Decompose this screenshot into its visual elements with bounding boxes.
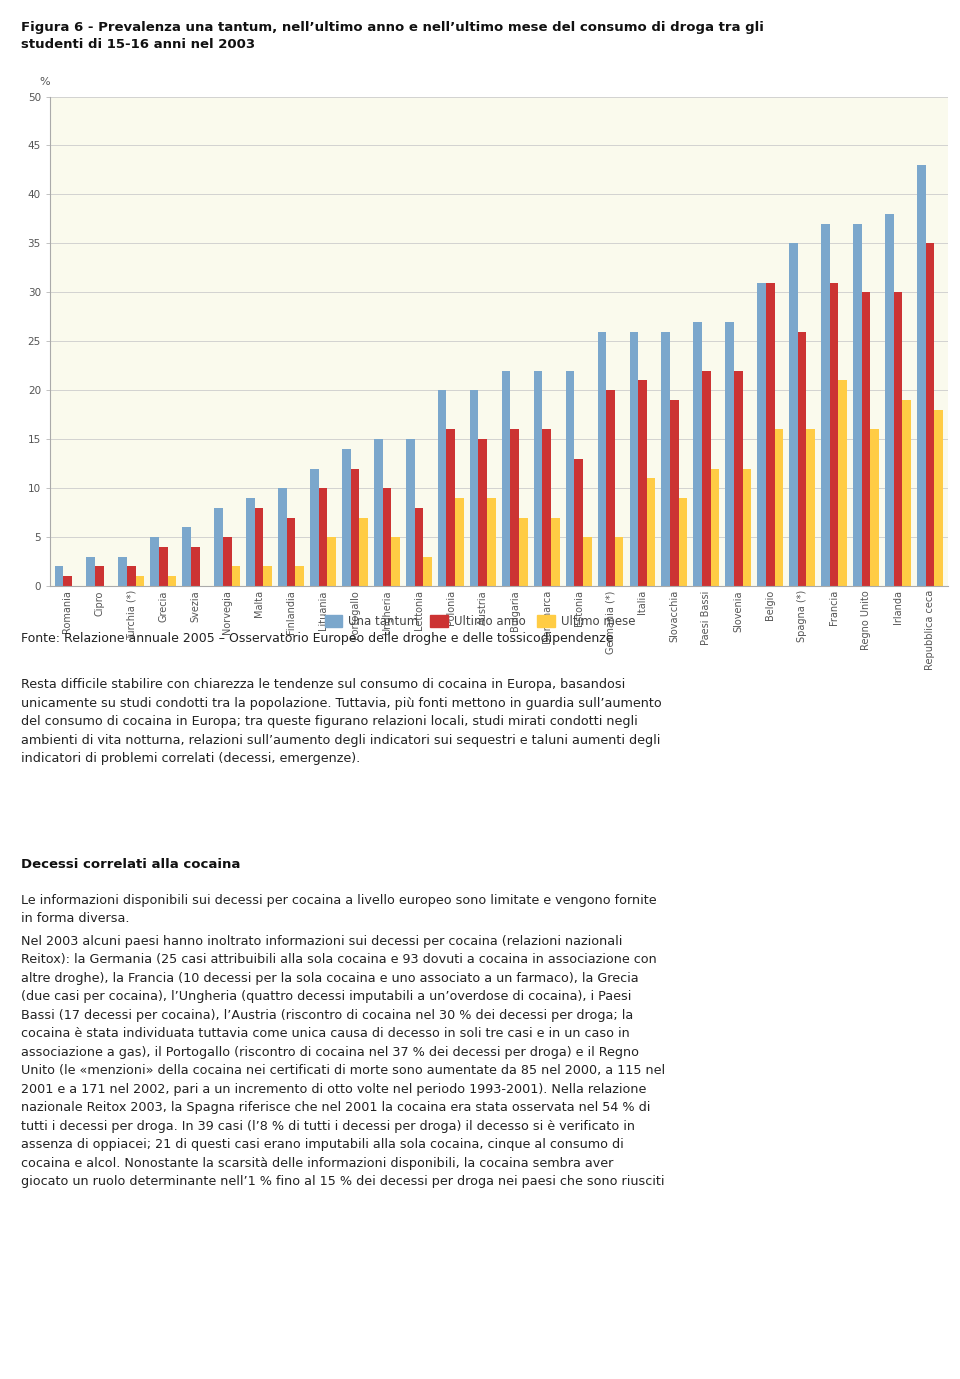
Bar bbox=[127, 567, 135, 586]
Bar bbox=[606, 390, 614, 586]
Bar bbox=[469, 390, 478, 586]
Bar bbox=[702, 371, 710, 586]
Bar bbox=[551, 517, 560, 586]
Bar bbox=[415, 507, 423, 586]
Bar bbox=[638, 381, 647, 586]
Bar bbox=[159, 547, 168, 586]
Bar bbox=[392, 536, 400, 586]
Bar bbox=[55, 567, 63, 586]
Text: Fonte: Relazione annuale 2005 – Osservatorio Europeo delle droghe e delle tossic: Fonte: Relazione annuale 2005 – Osservat… bbox=[21, 632, 613, 644]
Bar bbox=[542, 429, 551, 586]
Bar bbox=[934, 410, 943, 586]
Text: Figura 6 - Prevalenza una tantum, nell’ultimo anno e nell’ultimo mese del consum: Figura 6 - Prevalenza una tantum, nell’u… bbox=[21, 21, 764, 51]
Bar bbox=[296, 567, 304, 586]
Bar bbox=[423, 557, 432, 586]
Bar bbox=[278, 488, 287, 586]
Bar bbox=[455, 498, 464, 586]
Bar bbox=[182, 527, 191, 586]
Bar bbox=[766, 283, 775, 586]
Bar bbox=[726, 321, 734, 586]
Bar bbox=[806, 429, 815, 586]
Bar bbox=[342, 450, 350, 586]
Bar bbox=[191, 547, 200, 586]
Bar bbox=[438, 390, 446, 586]
Bar bbox=[287, 517, 296, 586]
Bar bbox=[246, 498, 254, 586]
Text: Le informazioni disponibili sui decessi per cocaina a livello europeo sono limit: Le informazioni disponibili sui decessi … bbox=[21, 894, 657, 925]
Text: Nel 2003 alcuni paesi hanno inoltrato informazioni sui decessi per cocaina (rela: Nel 2003 alcuni paesi hanno inoltrato in… bbox=[21, 935, 665, 1189]
Bar bbox=[679, 498, 687, 586]
Bar bbox=[917, 165, 925, 586]
Bar bbox=[693, 321, 702, 586]
Bar bbox=[902, 400, 911, 586]
Bar bbox=[871, 429, 879, 586]
Bar bbox=[862, 292, 871, 586]
Bar bbox=[231, 567, 240, 586]
Bar bbox=[775, 429, 783, 586]
Bar bbox=[310, 469, 319, 586]
Bar bbox=[630, 331, 638, 586]
Bar bbox=[511, 429, 519, 586]
Bar bbox=[710, 469, 719, 586]
Bar bbox=[647, 479, 656, 586]
Bar bbox=[534, 371, 542, 586]
Bar bbox=[319, 488, 327, 586]
Bar bbox=[446, 429, 455, 586]
Bar bbox=[670, 400, 679, 586]
Bar bbox=[95, 567, 104, 586]
Bar bbox=[254, 507, 263, 586]
Text: Resta difficile stabilire con chiarezza le tendenze sul consumo di cocaina in Eu: Resta difficile stabilire con chiarezza … bbox=[21, 678, 661, 765]
Bar bbox=[502, 371, 511, 586]
Text: Decessi correlati alla cocaina: Decessi correlati alla cocaina bbox=[21, 858, 241, 870]
Bar bbox=[118, 557, 127, 586]
Bar bbox=[757, 283, 766, 586]
Bar bbox=[214, 507, 223, 586]
Bar bbox=[925, 243, 934, 586]
Bar bbox=[135, 576, 144, 586]
Bar bbox=[487, 498, 495, 586]
Bar bbox=[614, 536, 623, 586]
Bar bbox=[789, 243, 798, 586]
Bar bbox=[565, 371, 574, 586]
Bar bbox=[821, 223, 829, 586]
Bar bbox=[86, 557, 95, 586]
Bar bbox=[374, 439, 383, 586]
Legend: Una tantum, Ultimo anno, Ultimo mese: Una tantum, Ultimo anno, Ultimo mese bbox=[320, 610, 640, 633]
Bar bbox=[223, 536, 231, 586]
Bar bbox=[168, 576, 177, 586]
Bar bbox=[798, 331, 806, 586]
Bar bbox=[734, 371, 743, 586]
Bar bbox=[661, 331, 670, 586]
Bar bbox=[894, 292, 902, 586]
Bar bbox=[885, 214, 894, 586]
Bar bbox=[263, 567, 272, 586]
Bar bbox=[853, 223, 862, 586]
Bar bbox=[829, 283, 838, 586]
Bar bbox=[838, 381, 847, 586]
Bar bbox=[519, 517, 528, 586]
Bar bbox=[350, 469, 359, 586]
Bar bbox=[583, 536, 591, 586]
Bar bbox=[478, 439, 487, 586]
Bar bbox=[151, 536, 159, 586]
Bar bbox=[63, 576, 72, 586]
Bar bbox=[597, 331, 606, 586]
Bar bbox=[743, 469, 752, 586]
Bar bbox=[574, 459, 583, 586]
Text: %: % bbox=[39, 77, 50, 87]
Bar bbox=[383, 488, 392, 586]
Bar bbox=[359, 517, 368, 586]
Bar bbox=[406, 439, 415, 586]
Bar bbox=[327, 536, 336, 586]
